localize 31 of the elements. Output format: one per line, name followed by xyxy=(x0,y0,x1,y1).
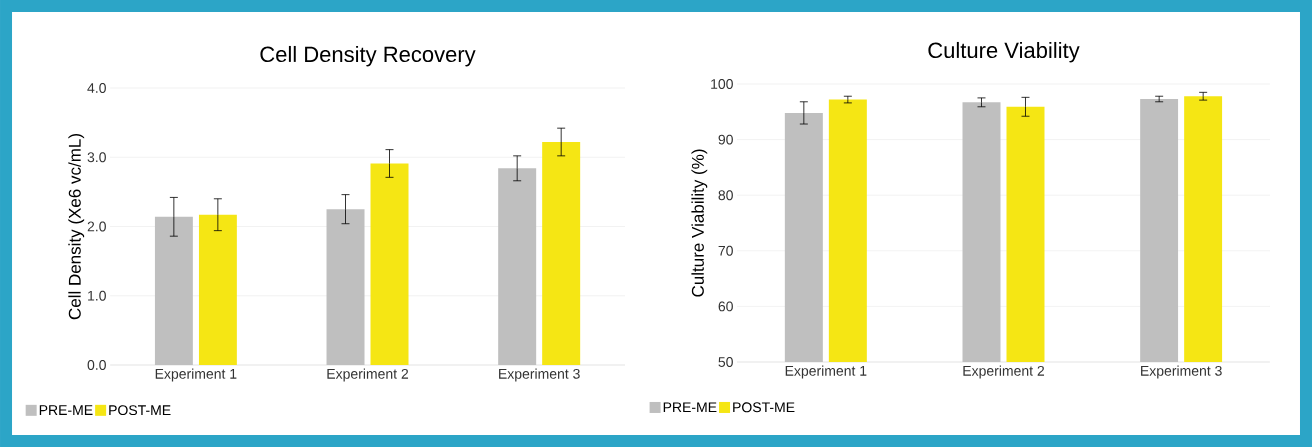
y-axis-title: Cell Density (Xe6 vc/mL) xyxy=(68,134,85,320)
y-tick-label: 60 xyxy=(718,301,733,312)
legend-label: PRE-ME xyxy=(663,402,717,413)
y-tick-label: 80 xyxy=(718,190,733,201)
chart-title: Cell Density Recovery xyxy=(260,45,476,67)
x-tick-label: Experiment 2 xyxy=(963,365,1045,379)
y-tick-label: 3.0 xyxy=(87,152,106,163)
y-tick-label: 90 xyxy=(718,134,733,145)
x-tick-label: Experiment 1 xyxy=(155,368,237,382)
bar xyxy=(154,216,193,365)
bar xyxy=(498,168,537,365)
y-axis-title: Culture Viability (%) xyxy=(691,149,708,297)
y-tick-label: 2.0 xyxy=(87,221,106,232)
x-tick-label: Experiment 3 xyxy=(499,368,580,382)
y-tick-label: 50 xyxy=(718,357,733,367)
bar xyxy=(326,209,365,365)
bar xyxy=(198,214,237,365)
y-tick-label: 0.0 xyxy=(87,360,106,370)
legend-label: POST-ME xyxy=(109,405,171,416)
y-tick-label: 70 xyxy=(718,245,733,256)
legend-label: PRE-ME xyxy=(39,405,93,415)
y-tick-label: 100 xyxy=(711,79,733,89)
x-tick-label: Experiment 2 xyxy=(327,368,409,382)
bar xyxy=(542,142,581,365)
legend-label: POST-ME xyxy=(733,402,795,413)
chart-title: Culture Viability xyxy=(928,41,1080,63)
bar xyxy=(370,163,409,365)
y-tick-label: 1.0 xyxy=(88,290,106,301)
x-tick-label: Experiment 3 xyxy=(1141,365,1222,379)
y-tick-label: 4.0 xyxy=(87,83,106,93)
x-tick-label: Experiment 1 xyxy=(785,365,867,379)
